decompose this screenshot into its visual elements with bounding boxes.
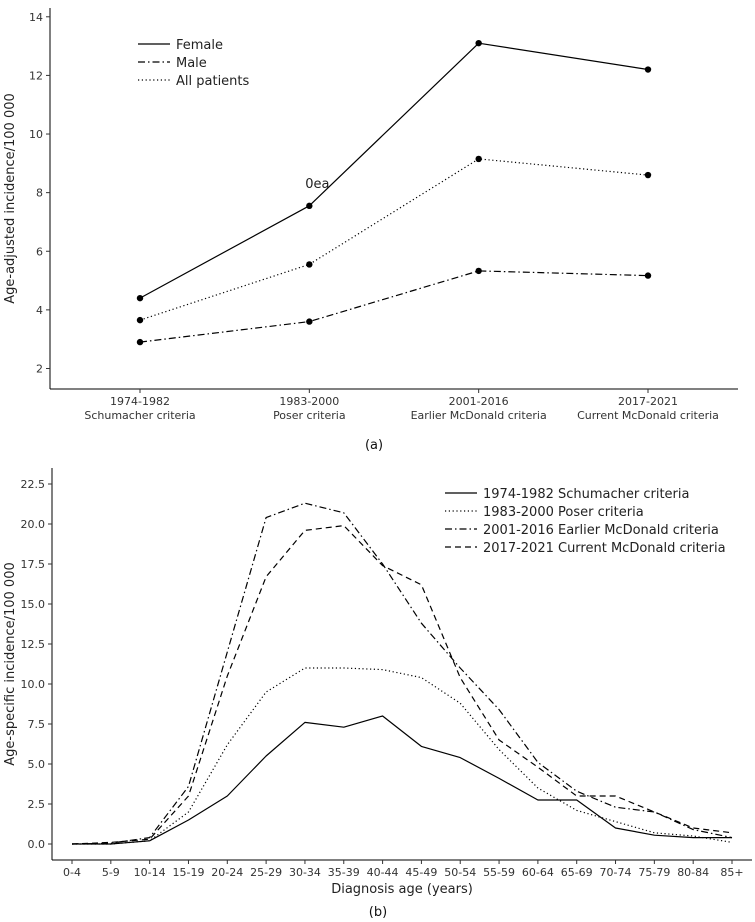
- data-point-series-2: [306, 318, 313, 325]
- x-tick-label: 75-79: [638, 866, 670, 879]
- x-tick-sublabel: Earlier McDonald criteria: [411, 409, 547, 422]
- x-tick-sublabel: Current McDonald criteria: [577, 409, 719, 422]
- figure-caption: (b): [369, 905, 387, 920]
- data-point-series-1: [644, 66, 652, 73]
- legend-label-2: Male: [176, 56, 207, 71]
- x-tick-label: 1983-2000: [279, 395, 339, 408]
- y-axis-title: Age-adjusted incidence/100 000: [3, 93, 18, 304]
- figure-caption: (a): [365, 438, 383, 453]
- x-tick-label: 15-19: [172, 866, 204, 879]
- legend-label-3: 2001-2016 Earlier McDonald criteria: [483, 523, 719, 538]
- x-tick-label: 65-69: [561, 866, 593, 879]
- y-tick-label: 15.0: [21, 598, 46, 611]
- series-line-1: [72, 715, 732, 845]
- y-tick-label: 2: [36, 362, 43, 375]
- x-tick-label: 85+: [720, 866, 743, 879]
- data-point-series-2: [475, 267, 482, 275]
- x-tick-label: 60-64: [522, 866, 554, 879]
- y-tick-label: 7.5: [28, 718, 46, 731]
- x-tick-label: 10-14: [134, 866, 166, 879]
- series-line-1: [139, 42, 649, 299]
- data-point-series-1: [136, 294, 144, 302]
- series-line-4: [71, 524, 733, 845]
- data-point-series-1: [306, 202, 313, 210]
- x-tick-label: 25-29: [250, 866, 282, 879]
- series-line-2: [72, 667, 733, 845]
- x-tick-label: 70-74: [600, 866, 632, 879]
- x-tick-label: 1974-1982: [110, 395, 170, 408]
- legend-label-3: All patients: [176, 74, 250, 89]
- series-line-3: [139, 158, 649, 321]
- x-tick-sublabel: Schumacher criteria: [84, 409, 195, 422]
- y-tick-label: 4: [36, 304, 43, 317]
- legend-label-2: 1983-2000 Poser criteria: [483, 505, 644, 520]
- x-tick-label: 5-9: [102, 866, 120, 879]
- x-tick-label: 80-84: [677, 866, 709, 879]
- y-axis-title: Age-specific incidence/100 000: [3, 562, 18, 765]
- y-tick-label: 6: [36, 245, 43, 258]
- x-tick-label: 0-4: [63, 866, 81, 879]
- data-point-series-3: [136, 316, 144, 324]
- x-axis-title: Diagnosis age (years): [331, 882, 473, 897]
- x-tick-label: 30-34: [289, 866, 321, 879]
- x-tick-sublabel: Poser criteria: [273, 409, 346, 422]
- x-tick-label: 45-49: [405, 866, 437, 879]
- data-point-series-1: [475, 39, 482, 47]
- legend-label-1: Female: [176, 38, 223, 53]
- y-tick-label: 8: [36, 187, 43, 200]
- x-tick-label: 2001-2016: [449, 395, 509, 408]
- series-line-3: [71, 502, 733, 845]
- x-tick-label: 40-44: [367, 866, 399, 879]
- data-point-series-2: [136, 338, 144, 346]
- x-tick-label: 50-54: [444, 866, 476, 879]
- x-tick-label: 2017-2021: [618, 395, 678, 408]
- x-tick-label: 20-24: [211, 866, 243, 879]
- y-tick-label: 2.5: [28, 798, 46, 811]
- y-tick-label: 10.0: [21, 678, 46, 691]
- y-tick-label: 10: [29, 128, 43, 141]
- chart-b: 0.0 2.5 5.0 7.5 10.0 12.5 15.0 17.5 20.0 22.5 0-4 5…: [3, 468, 752, 920]
- data-point-series-3: [306, 261, 313, 268]
- data-point-series-3: [644, 171, 652, 179]
- legend-label-1: 1974-1982 Schumacher criteria: [483, 487, 689, 502]
- x-tick-label: 55-59: [483, 866, 515, 879]
- series-line-2: [139, 270, 649, 343]
- annotation-label: 0ea: [305, 177, 329, 192]
- y-tick-label: 0.0: [28, 838, 46, 851]
- y-tick-label: 14: [29, 11, 43, 24]
- y-tick-label: 5.0: [28, 758, 46, 771]
- y-tick-label: 20.0: [21, 518, 46, 531]
- y-tick-label: 22.5: [21, 478, 46, 491]
- y-tick-label: 17.5: [21, 558, 46, 571]
- y-tick-label: 12.5: [21, 638, 46, 651]
- data-point-series-3: [475, 155, 482, 163]
- x-tick-label: 35-39: [328, 866, 360, 879]
- legend-label-4: 2017-2021 Current McDonald criteria: [483, 541, 726, 556]
- data-point-series-2: [644, 272, 652, 279]
- y-tick-label: 12: [29, 69, 43, 82]
